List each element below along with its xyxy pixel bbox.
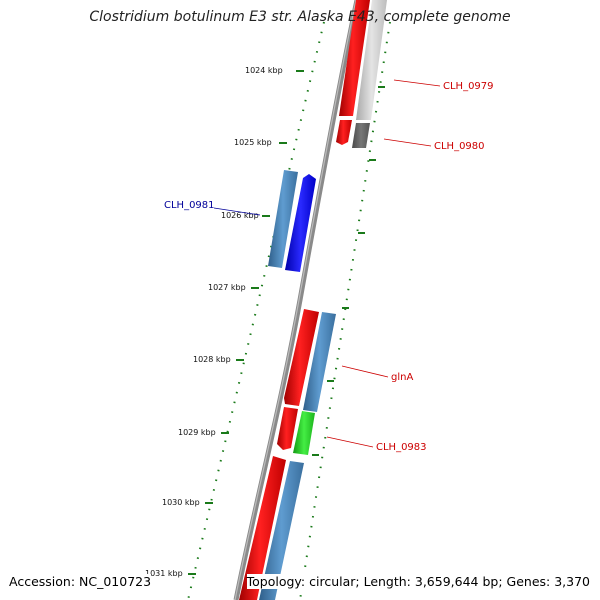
gene-feature-red[interactable] [277,407,298,450]
callout-line-clh0983 [326,436,374,448]
gene-label-glna[interactable]: glnA [391,372,413,383]
feature-group-clh0981 [268,170,316,272]
gene-label-clh0979[interactable]: CLH_0979 [443,81,494,92]
tick-label-1031: 1031 kbp [145,569,183,578]
gene-label-clh0981[interactable]: CLH_0981 [164,200,215,211]
gene-feature-green[interactable] [293,411,315,455]
gene-feature-darkgray[interactable] [352,123,370,148]
gene-label-clh0980[interactable]: CLH_0980 [434,141,485,152]
tick-label-1030: 1030 kbp [162,498,200,507]
major-tick-1028 [236,359,244,361]
tick-label-1026: 1026 kbp [221,211,259,220]
tick-label-1024: 1024 kbp [245,66,283,75]
callout-line-clh0981 [213,207,261,216]
gene-feature-steelblue[interactable] [268,170,298,268]
gene-feature-red[interactable] [284,309,319,406]
accession-label: Accession: NC_010723 [9,574,152,589]
gene-feature-red[interactable] [239,456,286,600]
feature-group-top [336,0,387,148]
gene-feature-red[interactable] [339,0,370,116]
callout-line-glna [341,365,389,378]
major-tick-1030 [205,502,213,504]
tick-label-1027: 1027 kbp [208,283,246,292]
gene-feature-red[interactable] [336,120,352,145]
major-tick-1025 [279,142,287,144]
gene-feature-steelblue[interactable] [303,312,336,412]
gene-feature-gray[interactable] [356,0,387,120]
tick-label-1028: 1028 kbp [193,355,231,364]
right-tick-marks [312,86,385,456]
genome-backbone-highlight [234,0,357,600]
feature-group-glna [277,309,336,455]
major-tick-1024 [296,70,304,72]
genome-title: Clostridium botulinum E3 str. Alaska E43… [89,9,511,25]
feature-group-bottom [239,456,304,600]
tick-mark [327,380,334,382]
tick-label-1029: 1029 kbp [178,428,216,437]
gene-feature-steelblue[interactable] [259,461,304,600]
tick-mark [358,232,365,234]
tick-mark [312,454,319,456]
genome-backbone [233,0,360,600]
major-tick-1029 [221,432,229,434]
tick-mark [369,159,376,161]
callout-line-clh0980 [383,138,432,147]
gene-feature-blue[interactable] [285,174,316,272]
major-tick-1031 [188,573,196,575]
major-tick-1026 [262,215,270,217]
tick-label-1025: 1025 kbp [234,138,272,147]
gene-label-clh0983[interactable]: CLH_0983 [376,442,427,453]
genome-stats-label: Topology: circular; Length: 3,659,644 bp… [246,574,590,589]
callout-line-clh0979 [393,79,441,87]
tick-mark [378,86,385,88]
tick-mark [342,307,349,309]
major-tick-1027 [251,287,259,289]
scale-ticks: 1024 kbp 1025 kbp 1026 kbp 1027 kbp 1028… [145,66,304,578]
gene-callouts: CLH_0979 CLH_0980 CLH_0981 glnA CLH_0983 [164,79,494,453]
